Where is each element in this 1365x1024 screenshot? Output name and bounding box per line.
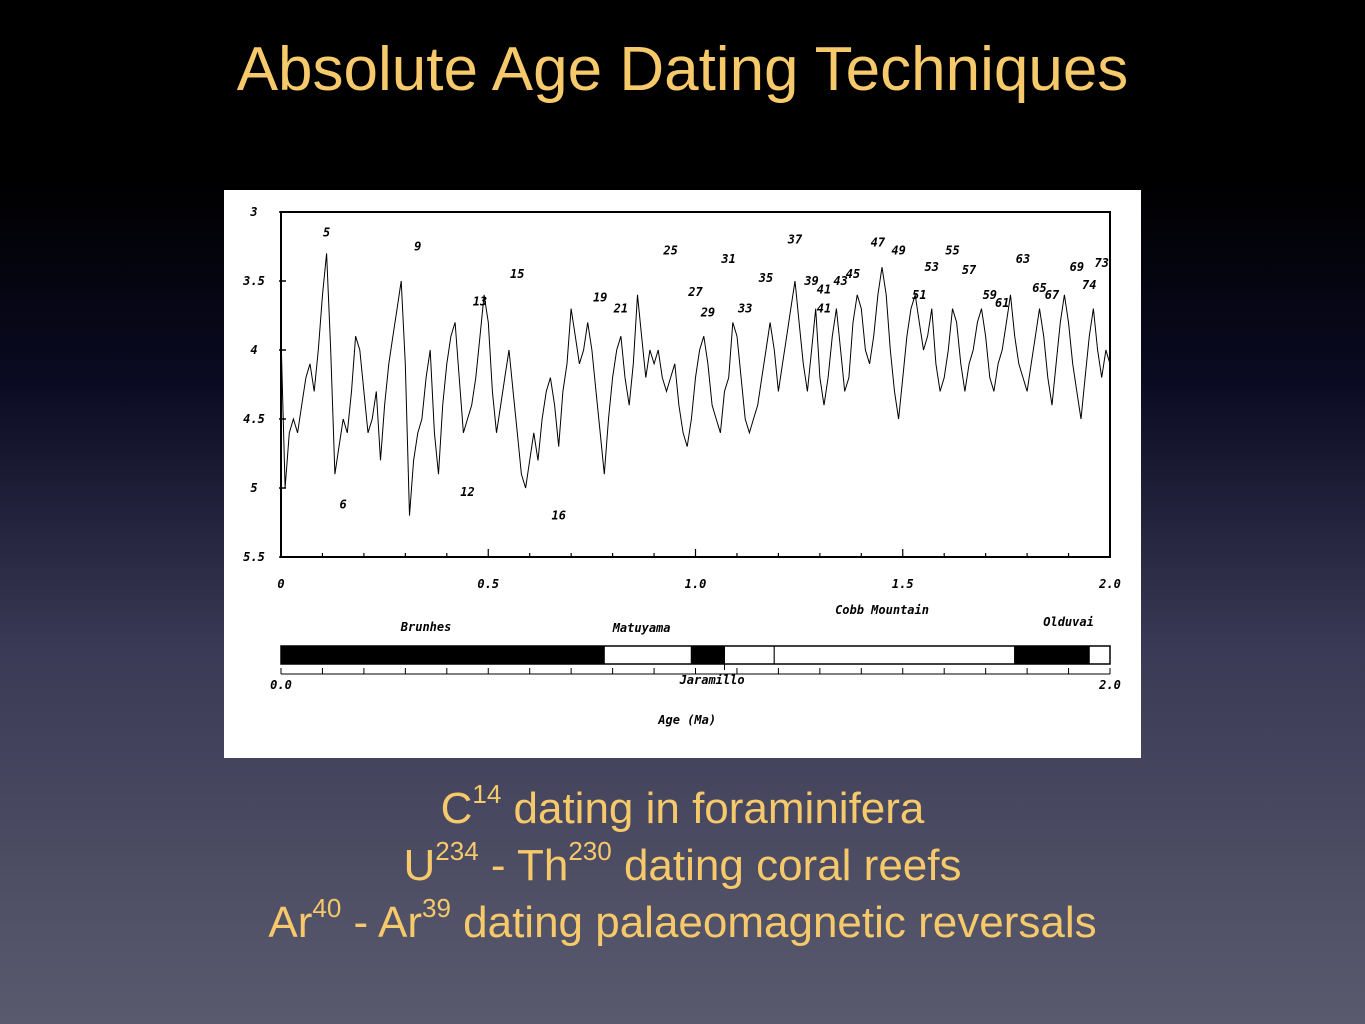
polarity-scale-label: 2.0: [1098, 678, 1121, 692]
polarity-axis-label: Age (Ma): [657, 713, 716, 727]
y-tick-label: 4: [250, 343, 257, 357]
stage-label: 29: [700, 306, 715, 320]
stage-label: 45: [846, 267, 860, 281]
stage-label: 43: [833, 274, 847, 288]
stage-label: 53: [925, 260, 939, 274]
polarity-scale-label: 0.0: [270, 678, 292, 692]
oxygen-isotope-figure: 3 3.5 4 4.5 5 5.5 0 0.5 1.0 1.5 2.0 5 9 13 15 6 12 16 19 21…: [224, 190, 1141, 758]
stage-label: 13: [473, 295, 487, 309]
stage-label: 31: [720, 252, 735, 266]
chron-label: Brunhes: [400, 620, 452, 634]
bullet-list: C14 dating in foraminifera U234 - Th230 …: [0, 780, 1365, 951]
stage-label: 12: [460, 485, 474, 499]
isotope-chart: 33.544.555.50 0.5 1.0 1.5 2.0591315612161921…: [242, 205, 1121, 727]
stage-label: 69: [1070, 260, 1084, 274]
x-tick-label: 1.5: [892, 577, 914, 591]
y-tick-label: 5.5: [243, 550, 265, 564]
polarity-block: [1088, 645, 1111, 665]
stage-label: 65: [1032, 281, 1046, 295]
x-tick-label: 1.0: [685, 577, 707, 591]
stage-label: 49: [891, 244, 905, 258]
isotope-series-line: [280, 253, 1111, 516]
stage-label: 19: [593, 291, 607, 305]
chron-label: Cobb Mountain: [835, 603, 929, 617]
bullet-u234: U234 - Th230 dating coral reefs: [403, 836, 962, 890]
y-tick-label: 3.5: [242, 274, 265, 288]
stage-label: 37: [787, 233, 803, 247]
stage-label: 73: [1094, 256, 1108, 270]
plot-frame: [280, 211, 1111, 558]
stage-label: 41: [817, 302, 831, 316]
x-tick-label: 0: [277, 577, 284, 591]
stage-label: 21: [613, 302, 628, 316]
slide-title: Absolute Age Dating Techniques: [236, 35, 1129, 104]
stage-label: 61: [995, 296, 1009, 310]
chron-label: Jaramillo: [679, 673, 745, 687]
stage-label: 33: [737, 302, 752, 316]
y-tick-label: 4.5: [243, 412, 265, 426]
bullet-ar40: Ar40 - Ar39 dating palaeomagnetic revers…: [268, 893, 1097, 947]
x-tick-label: 2.0: [1098, 577, 1121, 591]
stage-label: 15: [510, 267, 524, 281]
stage-label: 51: [912, 288, 926, 302]
chron-label: Olduvai: [1043, 615, 1094, 629]
stage-label: 16: [551, 509, 565, 523]
stage-label: 57: [962, 263, 977, 277]
stage-label: 59: [983, 288, 997, 302]
polarity-block: [690, 645, 726, 665]
chron-label: Matuyama: [612, 621, 671, 635]
polarity-frame: [280, 645, 1111, 665]
stage-label: 63: [1016, 252, 1030, 266]
polarity-block: [1014, 645, 1090, 665]
stage-label: 35: [758, 271, 773, 285]
y-tick-label: 3: [249, 205, 257, 219]
stage-label: 67: [1045, 288, 1060, 302]
stage-label: 6: [340, 498, 347, 512]
stage-label: 55: [945, 244, 959, 258]
bullet-c14: C14 dating in foraminifera: [440, 779, 925, 833]
polarity-block: [280, 645, 605, 665]
polarity-block: [724, 645, 775, 665]
stage-label: 27: [687, 285, 703, 299]
stage-label: 9: [414, 240, 421, 254]
stage-label: 47: [871, 235, 886, 249]
stage-label: 39: [803, 274, 818, 288]
polarity-block: [603, 645, 692, 665]
x-tick-label: 0.5: [477, 577, 499, 591]
stage-label: 74: [1082, 278, 1096, 292]
stage-label: 25: [662, 244, 677, 258]
polarity-block: [773, 645, 1016, 665]
stage-label: 5: [323, 226, 330, 240]
y-tick-label: 5: [250, 481, 257, 495]
stage-label: 41: [817, 282, 831, 296]
